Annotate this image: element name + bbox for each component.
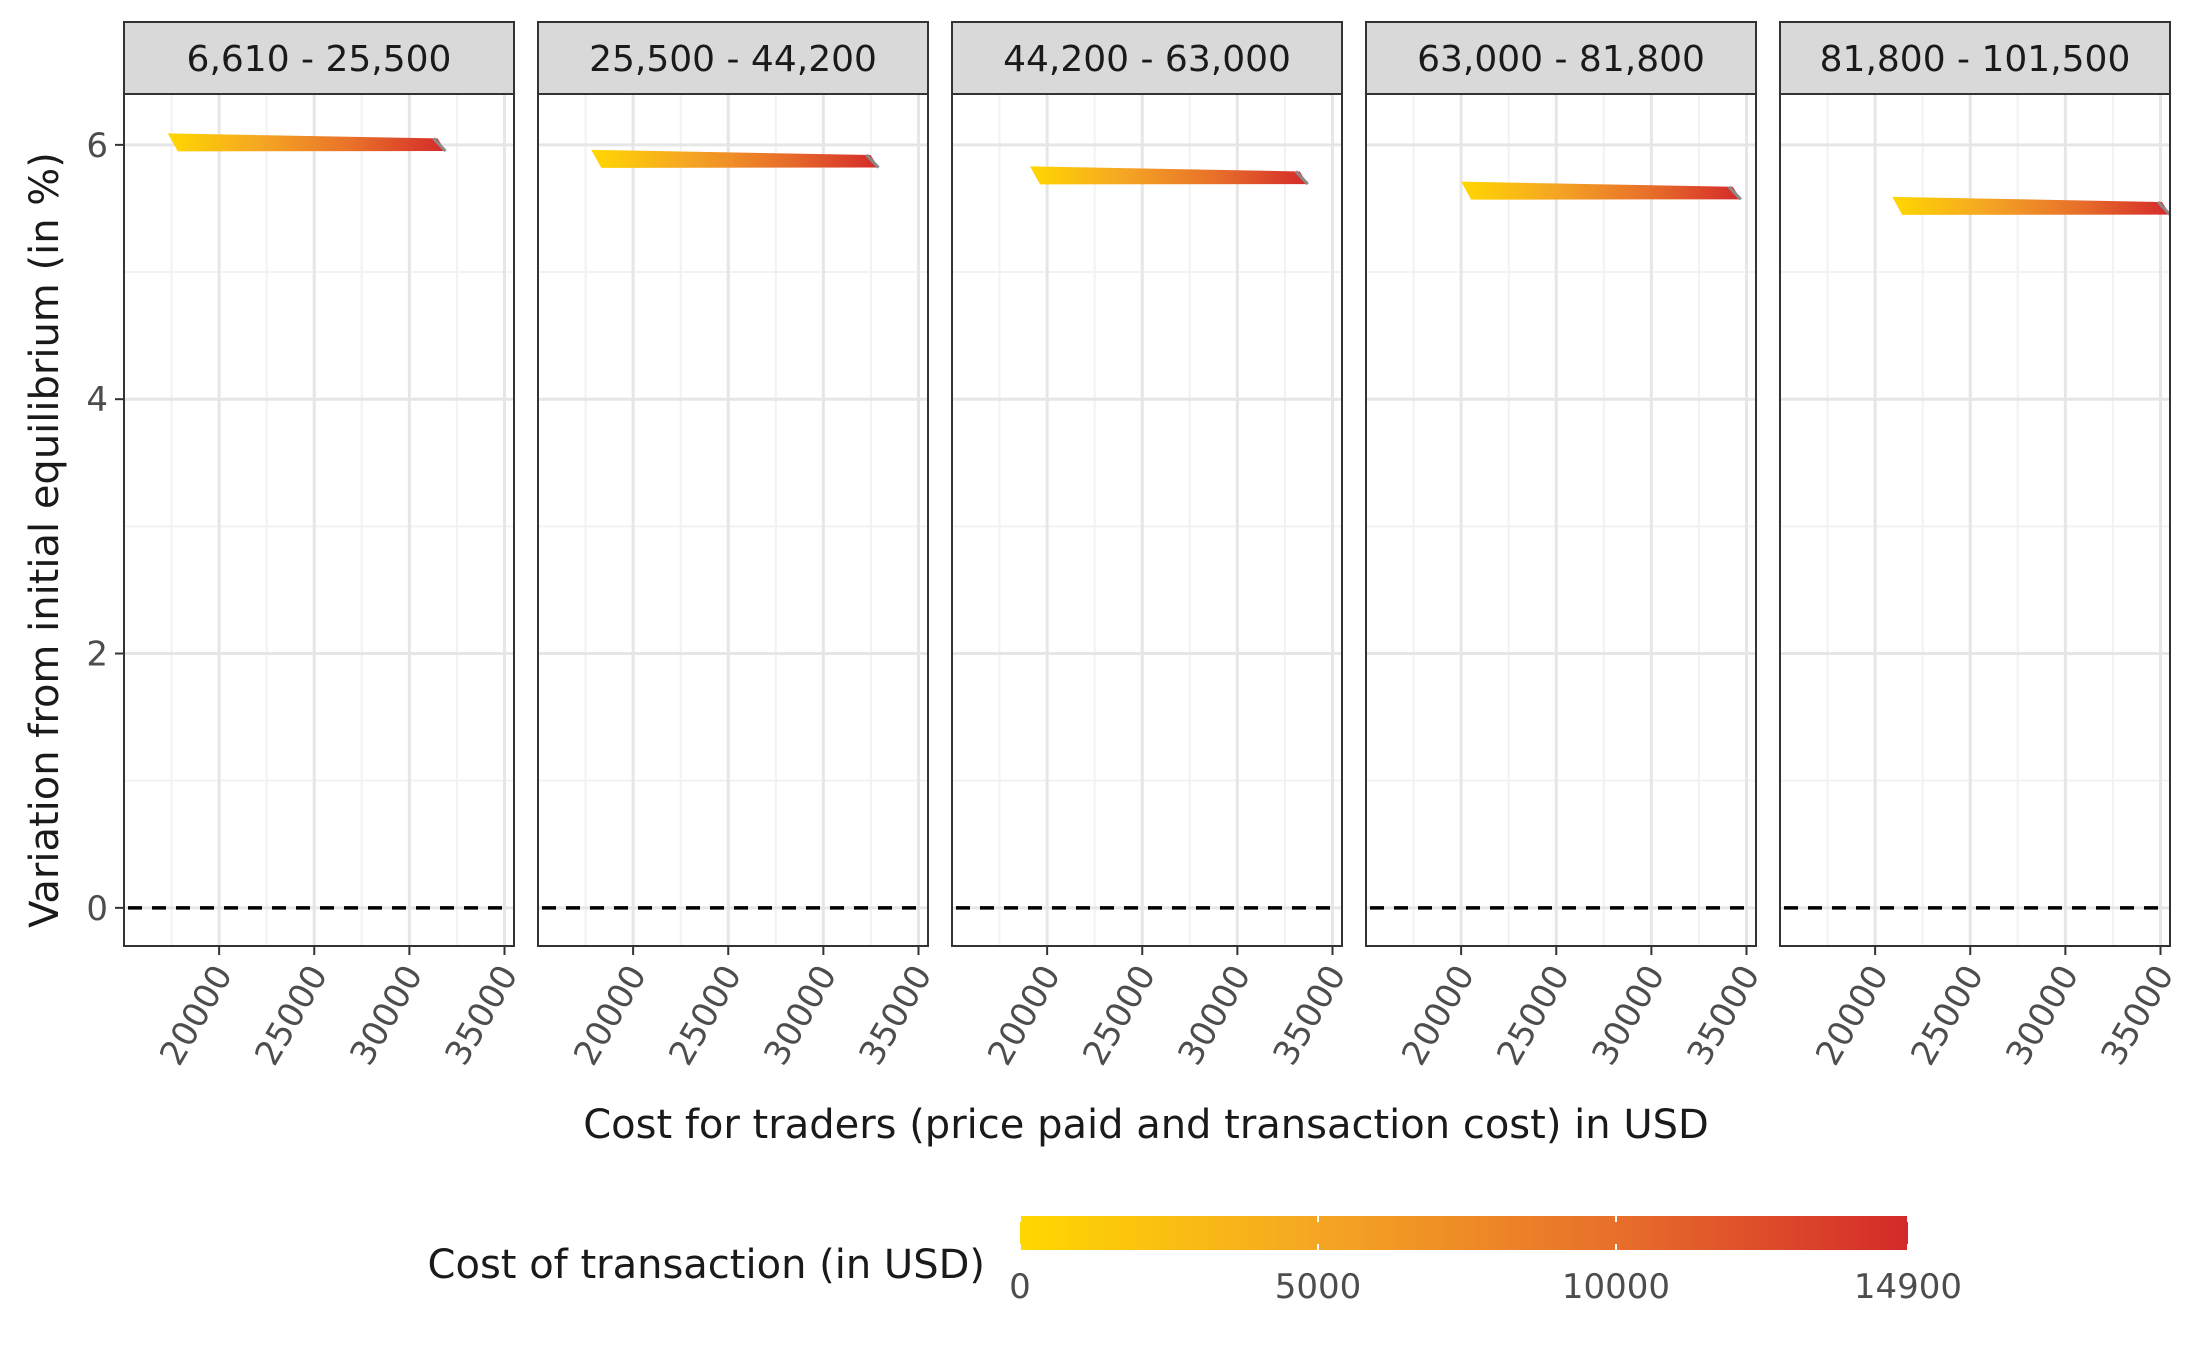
panel-border <box>951 93 1343 947</box>
y-tick-label: 2 <box>86 635 108 675</box>
legend-tick-label: 5000 <box>1275 1267 1362 1307</box>
panel-background <box>124 94 514 946</box>
series-end-marker <box>1727 185 1742 201</box>
x-tick-label: 25000 <box>1489 959 1578 1073</box>
x-axis-title: Cost for traders (price paid and transac… <box>583 1102 1709 1148</box>
facet-label: 25,500 - 44,200 <box>589 39 877 80</box>
x-tick-label: 35000 <box>1680 959 1769 1073</box>
y-tick-label: 0 <box>86 889 108 929</box>
panel-background <box>952 94 1342 946</box>
panel-border <box>1779 93 2171 947</box>
series-end-marker <box>865 153 880 169</box>
color-legend: Cost of transaction (in USD) 0 5000 10000 1… <box>428 1216 1962 1307</box>
legend-title: Cost of transaction (in USD) <box>428 1242 985 1288</box>
panel-background <box>1366 94 1756 946</box>
x-tick-label: 35000 <box>852 959 941 1073</box>
legend-tick-label: 10000 <box>1562 1267 1670 1307</box>
panel-border <box>123 93 515 947</box>
series-band <box>591 149 879 168</box>
x-tick-label: 30000 <box>1170 959 1259 1073</box>
x-tick-label: 35000 <box>438 959 527 1073</box>
series-end-marker <box>432 137 447 153</box>
x-tick-label: 25000 <box>661 959 750 1073</box>
x-tick-label: 35000 <box>1266 959 1355 1073</box>
x-tick-label: 35000 <box>2094 959 2183 1073</box>
y-axis-title: Variation from initial equilibrium (in %… <box>22 152 68 928</box>
facet-label: 44,200 - 63,000 <box>1003 39 1291 80</box>
panel-background <box>538 94 928 946</box>
facet-panel: 6,610 - 25,500 20000 25000 30000 35000 0 2 4 6 <box>86 21 527 1073</box>
y-tick-label: 4 <box>86 380 108 420</box>
legend-tick-label: 14900 <box>1854 1267 1962 1307</box>
x-tick-label: 25000 <box>1075 959 1164 1073</box>
series-band <box>167 133 446 152</box>
facet-panel: 25,500 - 44,200 20000 25000 30000 35000 <box>537 21 941 1073</box>
facet-strip <box>951 21 1343 95</box>
facet-label: 63,000 - 81,800 <box>1417 39 1705 80</box>
series-end-marker <box>1294 170 1309 186</box>
facet-label: 81,800 - 101,500 <box>1820 39 2131 80</box>
facet-panel: 44,200 - 63,000 20000 25000 30000 35000 <box>951 21 1355 1073</box>
x-tick-label: 30000 <box>1998 959 2087 1073</box>
facet-strip <box>123 21 515 95</box>
x-tick-label: 25000 <box>247 959 336 1073</box>
x-tick-label: 20000 <box>980 959 1069 1073</box>
facet-panel: 81,800 - 101,500 20000 25000 30000 35000 <box>1779 21 2183 1073</box>
legend-tick-label: 0 <box>1009 1267 1031 1307</box>
x-tick-label: 30000 <box>756 959 845 1073</box>
series-end-marker <box>2156 200 2172 216</box>
facet-strip <box>1779 21 2171 95</box>
x-tick-label: 20000 <box>1808 959 1897 1073</box>
panel-border <box>537 93 929 947</box>
facet-panel: 63,000 - 81,800 20000 25000 30000 35000 <box>1365 21 1769 1073</box>
x-tick-label: 20000 <box>152 959 241 1073</box>
facet-strip <box>1365 21 1757 95</box>
panel-background <box>1780 94 2170 946</box>
x-tick-label: 20000 <box>566 959 655 1073</box>
legend-colorbar <box>1020 1216 1908 1250</box>
series-band <box>1892 196 2170 215</box>
x-tick-label: 20000 <box>1394 959 1483 1073</box>
series-band <box>1461 181 1741 200</box>
facet-strip <box>537 21 929 95</box>
panel-border <box>1365 93 1757 947</box>
x-tick-label: 30000 <box>342 959 431 1073</box>
x-tick-label: 30000 <box>1584 959 1673 1073</box>
x-tick-label: 25000 <box>1903 959 1992 1073</box>
series-band <box>1030 166 1308 185</box>
facet-label: 6,610 - 25,500 <box>187 39 452 80</box>
y-tick-label: 6 <box>86 126 108 166</box>
